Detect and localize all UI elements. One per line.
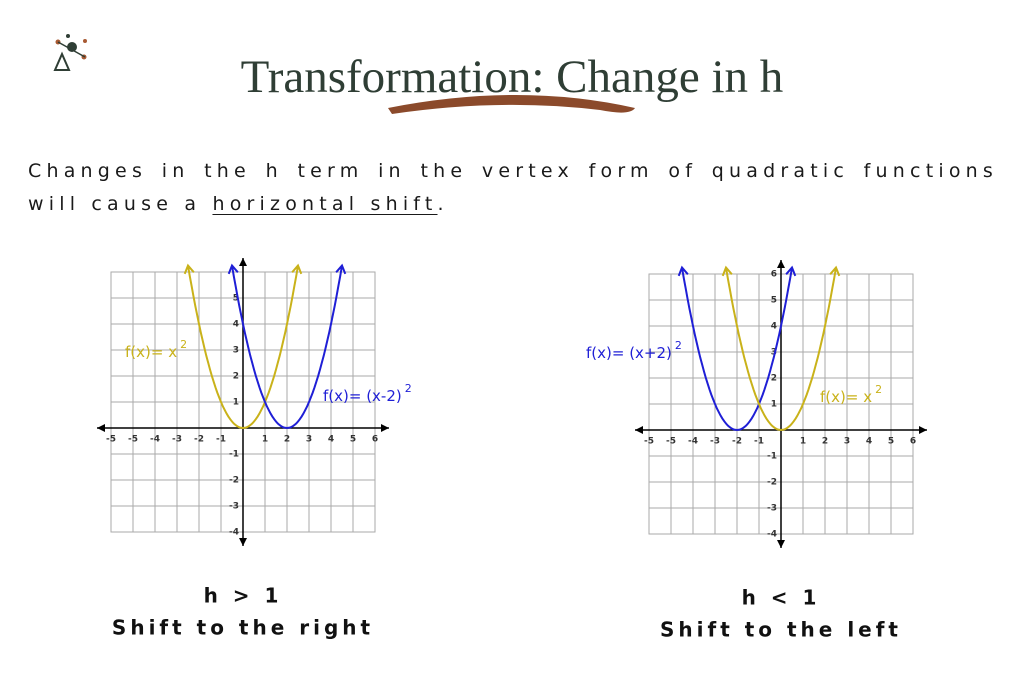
function-label-text: f(x)= (x-2) [323, 387, 402, 405]
function-label-text: f(x)= x [125, 343, 177, 361]
y-tick-label: 4 [233, 320, 239, 330]
y-tick-label: 2 [233, 372, 239, 382]
axis-arrow [239, 258, 247, 266]
x-tick-label: 3 [306, 435, 312, 445]
x-tick-label: -1 [754, 437, 764, 447]
x-tick-label: -5 [666, 437, 676, 447]
y-tick-label: -3 [767, 504, 777, 514]
y-tick-label: 2 [771, 374, 777, 384]
parabola [187, 265, 299, 430]
axis-arrow [97, 424, 105, 432]
curve-arrow [291, 263, 303, 275]
y-tick-label: -4 [229, 528, 239, 538]
function-label-exponent: 2 [875, 383, 882, 396]
curve-arrow [335, 263, 347, 275]
axis-arrow [239, 538, 247, 546]
x-tick-label: -2 [194, 435, 204, 445]
caption: Shift to the left [660, 618, 902, 642]
caption: h < 1 [742, 586, 821, 610]
axis-arrow [777, 540, 785, 548]
x-tick-label: 2 [284, 435, 290, 445]
axis-arrow [381, 424, 389, 432]
axis-arrow [777, 260, 785, 268]
function-label-text: f(x)= x [820, 388, 872, 406]
parabola [725, 267, 837, 432]
x-tick-label: 4 [328, 435, 334, 445]
x-tick-label: -4 [688, 437, 698, 447]
body-text-underlined: horizontal shift [212, 193, 438, 215]
x-tick-label: 1 [262, 435, 268, 445]
y-tick-label: 1 [233, 398, 239, 408]
x-tick-label: 5 [350, 435, 356, 445]
x-tick-label: -1 [216, 435, 226, 445]
x-tick-label: -4 [150, 435, 160, 445]
y-tick-label: 5 [771, 296, 777, 306]
axis-arrow [635, 426, 643, 434]
function-label: f(x)= (x-2) 2 [323, 382, 412, 405]
x-tick-label: 1 [800, 437, 806, 447]
y-tick-label: -3 [229, 502, 239, 512]
function-label: f(x)= (x+2) 2 [586, 339, 682, 362]
x-tick-label: 3 [844, 437, 850, 447]
function-label-exponent: 2 [675, 339, 682, 352]
x-tick-label: 6 [910, 437, 916, 447]
axis-arrow [919, 426, 927, 434]
y-tick-label: -1 [229, 450, 239, 460]
caption: Shift to the right [112, 616, 374, 640]
curve-arrow [829, 265, 841, 277]
title: Transformation: Change in h [241, 51, 784, 103]
parabola [231, 265, 343, 430]
function-label-exponent: 2 [180, 338, 187, 351]
body-text-main: Changes in the h term in the vertex form… [28, 160, 998, 215]
y-tick-label: 5 [233, 294, 239, 304]
curve-arrow [721, 265, 733, 277]
curve-arrow [183, 263, 195, 275]
curve-arrow [785, 265, 797, 277]
x-tick-label: -5 [128, 435, 138, 445]
logo [53, 34, 87, 71]
y-tick-label: 3 [771, 348, 777, 358]
y-tick-label: -2 [229, 476, 239, 486]
x-tick-label: 2 [822, 437, 828, 447]
parabola [681, 267, 793, 432]
function-label-exponent: 2 [405, 382, 412, 395]
x-tick-label: 5 [888, 437, 894, 447]
x-tick-label: 6 [372, 435, 378, 445]
x-tick-label: -3 [710, 437, 720, 447]
x-tick-label: -3 [172, 435, 182, 445]
x-tick-label: -2 [732, 437, 742, 447]
y-tick-label: 4 [771, 322, 777, 332]
y-tick-label: 3 [233, 346, 239, 356]
y-tick-label: 6 [771, 270, 777, 280]
x-tick-label: 4 [866, 437, 872, 447]
x-tick-label: -5 [644, 437, 654, 447]
curve-arrow [227, 263, 239, 275]
curve-arrow [677, 265, 689, 277]
y-tick-label: 1 [771, 400, 777, 410]
y-tick-label: -1 [767, 452, 777, 462]
body-text: Changes in the h term in the vertex form… [28, 155, 998, 221]
body-text-end: . [437, 193, 449, 215]
y-tick-label: -4 [767, 530, 777, 540]
title-swoosh [388, 95, 635, 114]
function-label-text: f(x)= (x+2) [586, 344, 672, 362]
y-tick-label: -2 [767, 478, 777, 488]
x-tick-label: -5 [106, 435, 116, 445]
caption: h > 1 [204, 584, 283, 608]
